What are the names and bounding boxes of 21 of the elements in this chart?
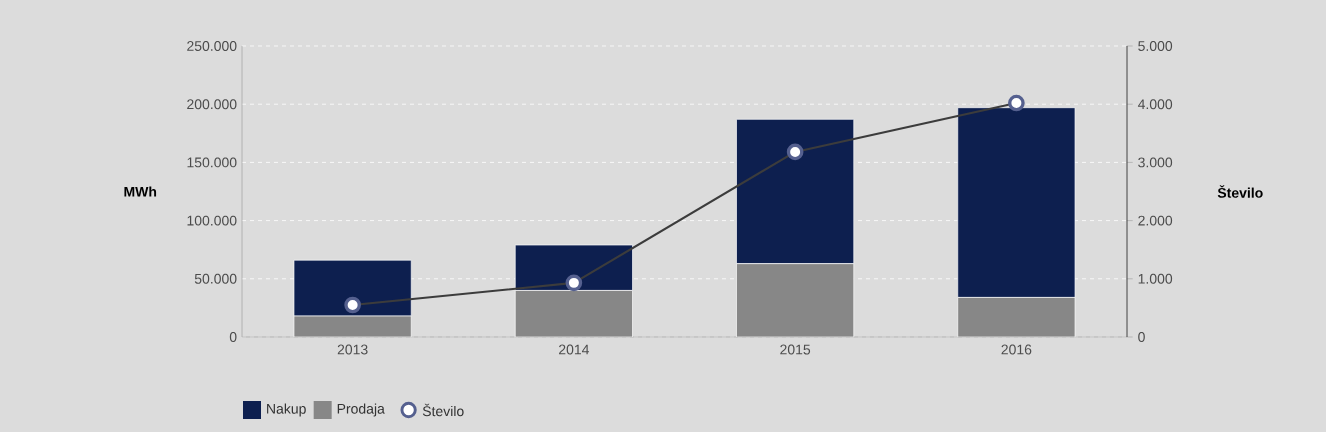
y2-tick-label: 5.000 (1138, 41, 1173, 51)
y2-tick-label: 2.000 (1138, 215, 1173, 226)
y2-tick-label: 4.000 (1137, 99, 1173, 110)
y2-axis-title: Število (1217, 185, 1263, 198)
x-tick-label: 2015 (780, 344, 811, 355)
y-tick-label: 50.000 (194, 273, 237, 284)
y2-tick-label: 1.000 (1138, 273, 1173, 284)
y-tick-label: 150.000 (187, 157, 237, 168)
x-tick-label: 2016 (1001, 344, 1032, 355)
legend-label: Število (422, 403, 464, 417)
x-tick-label: 2014 (559, 344, 590, 355)
legend-label: Prodaja (337, 403, 385, 417)
y-tick-label: 100.000 (187, 215, 237, 226)
legend-label: Nakup (267, 403, 306, 417)
y-tick-label: 250.000 (187, 41, 237, 51)
y-axis-title: MWh (124, 186, 157, 197)
y-tick-label: 0 (229, 332, 237, 342)
y2-tick-label: 3.000 (1138, 157, 1173, 168)
x-tick-label: 2013 (337, 344, 368, 355)
y2-tick-label: 0 (1138, 332, 1145, 342)
y-tick-label: 200.000 (187, 99, 237, 110)
